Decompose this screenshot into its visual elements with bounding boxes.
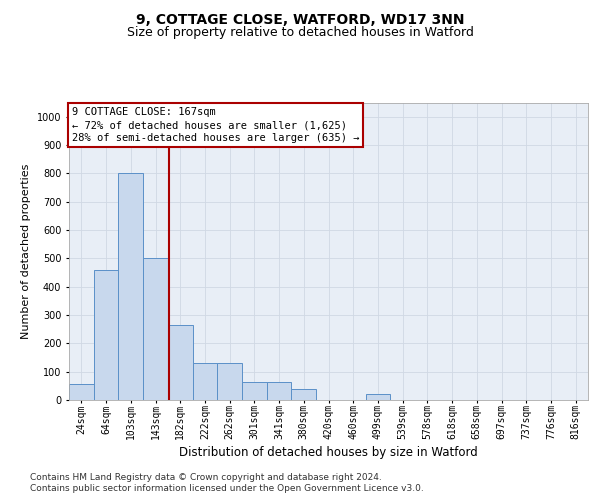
Bar: [143, 258, 168, 400]
Text: 9, COTTAGE CLOSE, WATFORD, WD17 3NN: 9, COTTAGE CLOSE, WATFORD, WD17 3NN: [136, 12, 464, 26]
Text: Size of property relative to detached houses in Watford: Size of property relative to detached ho…: [127, 26, 473, 39]
Bar: [242, 382, 267, 400]
Bar: [217, 363, 242, 400]
Bar: [292, 388, 316, 400]
Y-axis label: Number of detached properties: Number of detached properties: [22, 164, 31, 339]
Text: Contains HM Land Registry data © Crown copyright and database right 2024.: Contains HM Land Registry data © Crown c…: [30, 472, 382, 482]
Bar: [69, 384, 94, 400]
Bar: [365, 394, 390, 400]
Bar: [168, 325, 193, 400]
X-axis label: Distribution of detached houses by size in Watford: Distribution of detached houses by size …: [179, 446, 478, 460]
Text: Contains public sector information licensed under the Open Government Licence v3: Contains public sector information licen…: [30, 484, 424, 493]
Bar: [94, 270, 118, 400]
Bar: [267, 382, 292, 400]
Text: 9 COTTAGE CLOSE: 167sqm
← 72% of detached houses are smaller (1,625)
28% of semi: 9 COTTAGE CLOSE: 167sqm ← 72% of detache…: [71, 107, 359, 144]
Bar: [118, 174, 143, 400]
Bar: [193, 363, 217, 400]
